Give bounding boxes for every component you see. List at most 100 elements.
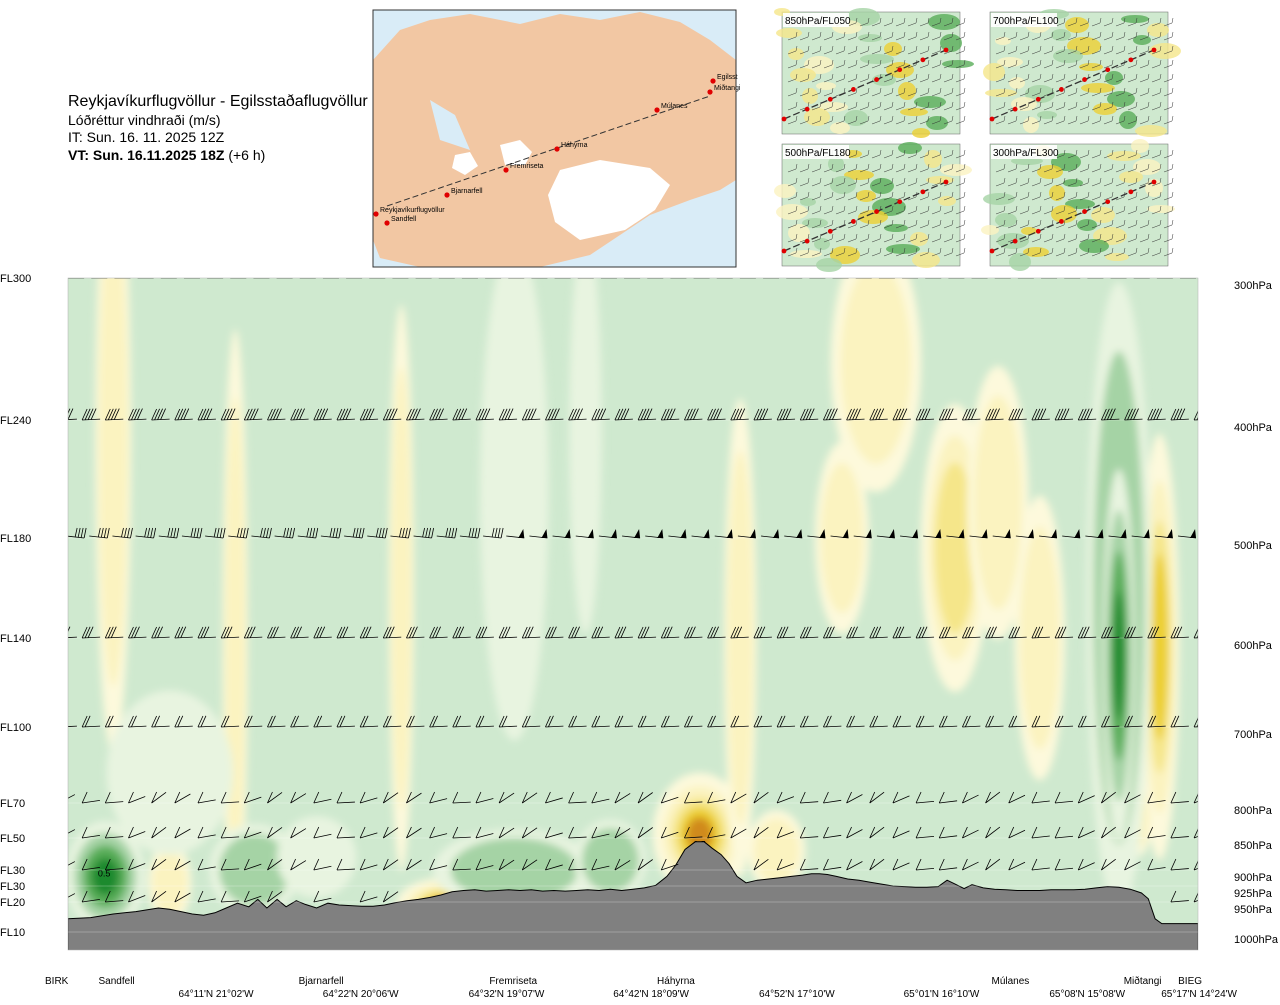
wind-barb [151, 826, 167, 839]
wind-barb [68, 278, 85, 279]
wind-barb [1031, 791, 1050, 804]
wind-barb [406, 791, 422, 804]
wind-barb [128, 890, 146, 903]
map-waypoint-label: Háhyrna [561, 142, 588, 149]
wind-barb [1193, 860, 1198, 871]
wind-barb [1170, 626, 1189, 639]
wind-barb [104, 791, 124, 804]
wind-barb [938, 715, 958, 728]
wind-barb [137, 278, 154, 279]
wind-barb [892, 626, 911, 639]
wind-barb [799, 858, 819, 871]
velocity-contour [1150, 553, 1169, 741]
wind-barb [406, 826, 422, 839]
wind-barb [1054, 858, 1074, 871]
wind-barb [220, 791, 240, 804]
wind-barb [614, 826, 631, 839]
coordinate-label: 65°08'N 15°08'W [1049, 989, 1125, 1000]
wind-barb [1041, 278, 1058, 279]
wind-barb [545, 626, 564, 639]
wind-barb [498, 626, 518, 639]
wind-barb [915, 408, 935, 421]
wind-barb [1101, 626, 1120, 639]
velocity-contour [582, 828, 639, 893]
map-waypoints: Reykjavíkurflugvöllur Sandfell Bjarnarfell… [373, 74, 741, 226]
wind-barb [1147, 626, 1166, 639]
wind-barb [243, 626, 263, 639]
flight-level-label: FL30 [0, 865, 25, 877]
wind-barb [128, 626, 147, 639]
wind-barb [598, 529, 617, 539]
wind-barb [1124, 626, 1143, 639]
map-glacier-large [548, 160, 670, 240]
wind-barb [81, 890, 100, 903]
wind-barb [1064, 278, 1081, 279]
wind-barb [660, 858, 679, 871]
station-label: Fremriseta [489, 976, 537, 987]
wind-barb [900, 529, 919, 539]
wind-barb [786, 278, 803, 279]
wind-barb [568, 626, 587, 639]
pressure-level-label: 600hPa [1234, 640, 1273, 652]
wind-barb [220, 408, 240, 421]
wind-barb [452, 408, 471, 421]
wind-barb [336, 826, 355, 839]
coordinate-label: 64°32'N 19°07'W [469, 989, 545, 1000]
wind-barb [1031, 858, 1050, 871]
wind-barb [413, 527, 434, 539]
wind-barb [1015, 529, 1034, 539]
wind-barb [660, 791, 679, 804]
wind-barb [568, 715, 587, 728]
wind-barb [730, 408, 749, 421]
wind-barb [799, 826, 819, 839]
wind-barb [925, 278, 942, 279]
velocity-contour [934, 462, 976, 634]
wind-barb [506, 529, 525, 539]
wind-barb [452, 791, 471, 804]
wind-barb [197, 826, 216, 839]
wind-barb [670, 278, 687, 279]
wind-barb [846, 858, 863, 871]
map-waypoint: Múlanes [654, 103, 688, 113]
wind-barb [429, 826, 448, 839]
wind-barb [1124, 715, 1143, 728]
mini-maps: 850hPa/FL050 700hPa/FL100 500hPa/FL180 300h… [774, 8, 1181, 272]
wind-barb [545, 791, 563, 804]
wind-barb [938, 408, 958, 421]
wind-barb [220, 890, 240, 903]
wind-barb [591, 715, 610, 728]
valid-time-offset: (+6 h) [228, 147, 266, 163]
wind-barb [1054, 408, 1074, 421]
wind-barb [869, 858, 885, 871]
map-waypoint-label: Bjarnarfell [451, 188, 483, 195]
wind-barb [869, 791, 885, 804]
wind-barb [104, 890, 124, 903]
wind-barb [985, 715, 1004, 728]
wind-barb [313, 408, 332, 421]
wind-barb [128, 715, 147, 728]
wind-barb [962, 626, 981, 639]
wind-barb [807, 529, 826, 539]
wind-barb [614, 715, 633, 728]
wind-barb [985, 791, 1001, 804]
wind-barb [714, 529, 733, 539]
wind-barb [1008, 826, 1026, 839]
wind-barb [336, 626, 355, 639]
wind-barb [112, 527, 133, 539]
chart-title: Reykjavíkurflugvöllur - Egilsstaðaflugvö… [68, 93, 368, 110]
wind-barb [128, 826, 146, 839]
wind-barb [207, 278, 224, 279]
wind-barb [1054, 791, 1074, 804]
wind-barb [243, 791, 262, 804]
wind-barb [946, 529, 965, 539]
map-waypoint-label: Múlanes [661, 103, 688, 110]
mini-map-label: 500hPa/FL180 [785, 148, 851, 159]
wind-barb [568, 408, 587, 421]
wind-barb [197, 890, 216, 903]
wind-barb [1077, 626, 1097, 639]
wind-barb [174, 858, 191, 871]
wind-barb [135, 527, 157, 539]
wind-barb [290, 715, 309, 728]
wind-barb [799, 715, 819, 728]
